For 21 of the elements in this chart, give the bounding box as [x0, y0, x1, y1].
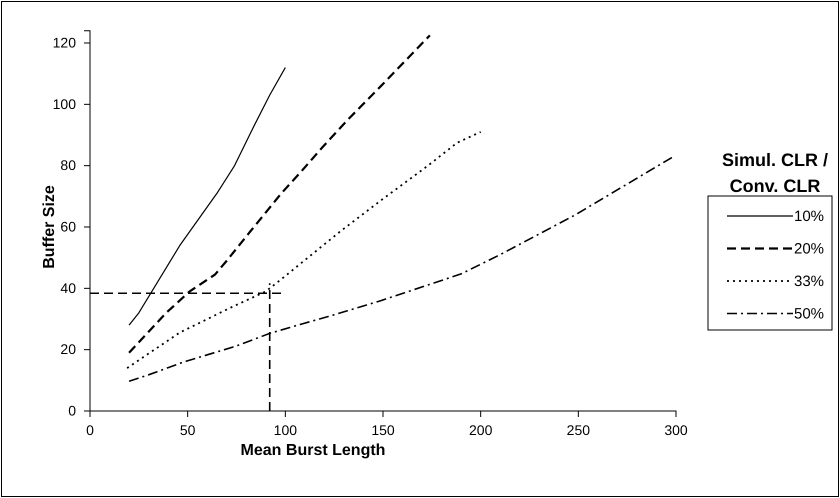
y-tick-label: 120	[52, 34, 76, 50]
legend-label: 20%	[794, 240, 824, 258]
y-tick-label: 80	[60, 157, 76, 174]
legend-title: Simul. CLR / Conv. CLR	[722, 150, 828, 196]
x-tick-label: 300	[664, 422, 688, 438]
x-tick-label: 0	[86, 422, 94, 438]
x-tick-label: 50	[180, 422, 196, 438]
y-axis-title: Buffer Size	[41, 185, 58, 269]
y-tick-label: 20	[60, 341, 76, 358]
legend-label: 10%	[794, 208, 824, 225]
legend-label: 50%	[794, 306, 824, 322]
x-tick-label: 150	[371, 422, 395, 438]
x-axis-title: Mean Burst Length	[240, 442, 386, 459]
x-tick-label: 250	[566, 422, 590, 438]
x-tick-label: 100	[274, 422, 298, 438]
legend-label: 33%	[794, 273, 824, 290]
y-tick-label: 40	[60, 280, 76, 296]
y-tick-label: 100	[52, 96, 76, 112]
x-tick-label: 200	[468, 422, 493, 438]
y-tick-label: 0	[68, 402, 76, 418]
y-tick-label: 60	[60, 218, 76, 234]
